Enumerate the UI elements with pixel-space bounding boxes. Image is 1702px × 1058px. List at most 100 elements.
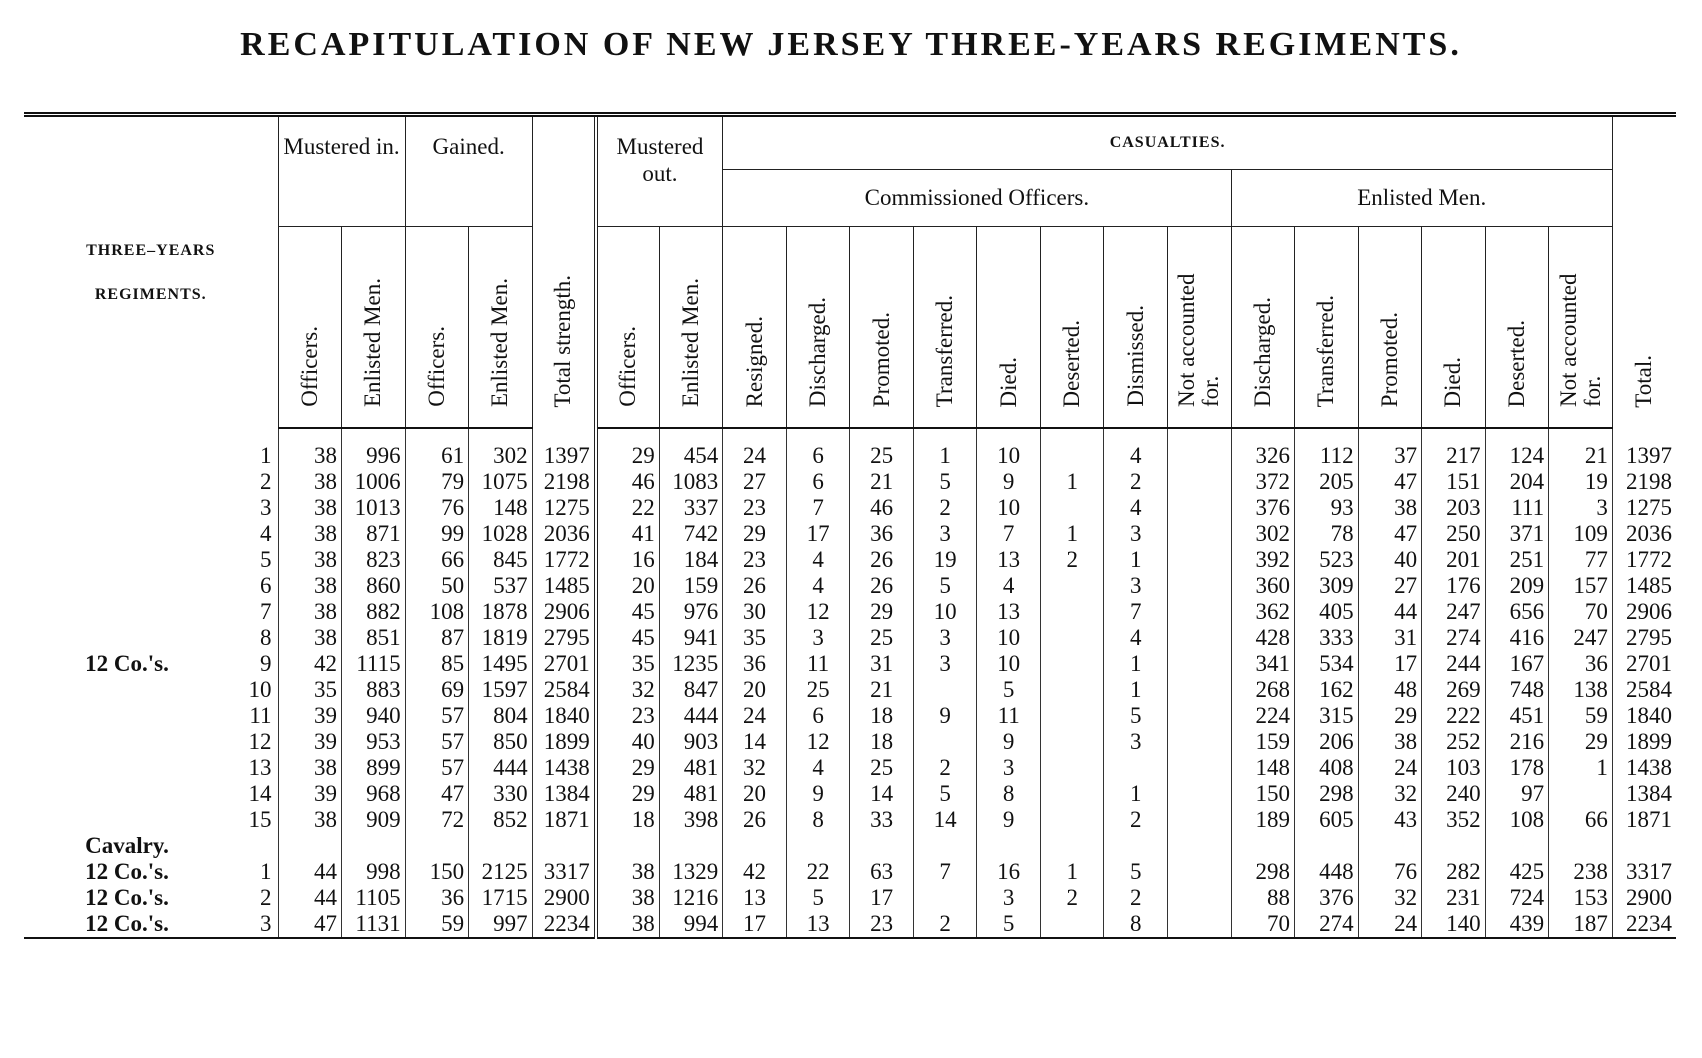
empty-cell	[785, 833, 850, 859]
value-cell: 2795	[531, 625, 596, 651]
value-cell: 269	[1421, 677, 1486, 703]
row-label	[24, 807, 230, 833]
value-cell: 72	[404, 807, 469, 833]
value-cell: 3	[1103, 573, 1168, 599]
value-cell: 1115	[341, 651, 406, 677]
value-cell: 29	[1357, 703, 1422, 729]
value-cell: 10	[976, 651, 1041, 677]
empty-cell	[1166, 428, 1232, 469]
data-row: 12 Co.'s. 9 42 1115 85 1495 2701 35 1235 36 11 31 3 1…	[24, 651, 1676, 677]
value-cell: 1105	[341, 885, 406, 911]
value-cell: 33	[849, 807, 914, 833]
value-cell: 1006	[341, 469, 406, 495]
value-cell: 43	[1357, 807, 1422, 833]
empty-cell	[1039, 729, 1104, 755]
column-header: Officers.	[593, 226, 660, 429]
value-cell: 17	[722, 911, 787, 938]
value-cell: 32	[593, 677, 660, 703]
value-cell: 24	[1357, 911, 1422, 938]
value-cell: 45	[593, 599, 660, 625]
value-cell: 444	[468, 755, 533, 781]
empty-cell	[1166, 729, 1232, 755]
row-label: 12 Co.'s.	[85, 859, 169, 884]
value-cell: 18	[849, 703, 914, 729]
value-cell: 32	[1357, 885, 1422, 911]
value-cell: 17	[1357, 651, 1422, 677]
value-cell: 21	[849, 677, 914, 703]
column-header: Officers.	[277, 226, 342, 429]
value-cell: 17	[785, 521, 850, 547]
column-header: Discharged.	[785, 226, 850, 429]
row-label	[24, 599, 230, 625]
empty-cell	[912, 885, 977, 911]
value-cell: 3	[912, 521, 977, 547]
data-row: 12 Co.'s. 1 44 998 150 2125 3317 38 1329 42 22 63 7 1…	[24, 859, 1676, 885]
value-cell: 153	[1548, 885, 1613, 911]
value-cell: 1597	[468, 677, 533, 703]
value-cell: 5	[976, 677, 1041, 703]
value-cell: 9	[976, 729, 1041, 755]
value-cell: 187	[1548, 911, 1613, 938]
value-cell: 481	[658, 755, 723, 781]
column-header: Transferred.	[1294, 226, 1359, 429]
empty-cell	[1166, 469, 1232, 495]
value-cell: 940	[341, 703, 406, 729]
value-cell: 206	[1294, 729, 1359, 755]
row-label: 12 Co.'s.	[85, 651, 169, 676]
value-cell: 1	[912, 428, 977, 469]
row-number: 15	[248, 807, 272, 832]
value-cell: 5	[785, 885, 850, 911]
value-cell: 17	[849, 885, 914, 911]
empty-cell	[1294, 833, 1359, 859]
value-cell: 14	[722, 729, 787, 755]
value-cell: 341	[1230, 651, 1295, 677]
value-cell: 3	[912, 625, 977, 651]
value-cell: 4	[1103, 428, 1168, 469]
value-cell: 5	[976, 911, 1041, 938]
value-cell: 38	[277, 599, 342, 625]
value-cell: 5	[912, 781, 977, 807]
row-number: 6	[260, 573, 272, 598]
casualties-header: CASUALTIES.	[722, 114, 1613, 170]
value-cell: 88	[1230, 885, 1295, 911]
value-cell: 523	[1294, 547, 1359, 573]
value-cell: 850	[468, 729, 533, 755]
value-cell: 9	[785, 781, 850, 807]
value-cell: 176	[1421, 573, 1486, 599]
value-cell: 274	[1294, 911, 1359, 938]
column-header-text: Promoted.	[868, 311, 894, 407]
value-cell: 282	[1421, 859, 1486, 885]
column-header-text: Total strength.	[550, 275, 576, 408]
value-cell: 111	[1484, 495, 1549, 521]
column-header-text: Total.	[1631, 355, 1657, 408]
value-cell: 31	[1357, 625, 1422, 651]
empty-cell	[1166, 495, 1232, 521]
value-cell: 44	[1357, 599, 1422, 625]
value-cell: 159	[1230, 729, 1295, 755]
value-cell: 18	[849, 729, 914, 755]
value-cell: 46	[849, 495, 914, 521]
value-cell: 1772	[1611, 547, 1676, 573]
data-row: 5 38 823 66 845 1772 16 184 23 4 26 19 13 2 1 392 523 40 2…	[24, 547, 1676, 573]
value-cell: 22	[593, 495, 660, 521]
value-cell: 5	[912, 573, 977, 599]
table-body: 1 38 996 61 302 1397 29 454 24 6 25 1 10 4 326 112 37 217…	[24, 428, 1676, 938]
data-row: 14 39 968 47 330 1384 29 481 20 9 14 5 8 1 150 298 32 240…	[24, 781, 1676, 807]
value-cell: 59	[404, 911, 469, 938]
empty-cell	[1166, 625, 1232, 651]
column-header: Total strength.	[531, 114, 596, 428]
empty-cell	[1166, 911, 1232, 938]
value-cell: 19	[1548, 469, 1613, 495]
empty-cell	[658, 833, 723, 859]
column-header-text: Officers.	[423, 326, 449, 407]
row-label	[24, 521, 230, 547]
row-number: 1	[260, 442, 272, 468]
title: RECAPITULATION OF NEW JERSEY THREE-YEARS…	[240, 26, 1462, 63]
value-cell: 29	[849, 599, 914, 625]
value-cell: 2	[912, 755, 977, 781]
value-cell: 231	[1421, 885, 1486, 911]
data-row: 7 38 882 108 1878 2906 45 976 30 12 29 10 13 7 362 405 4…	[24, 599, 1676, 625]
value-cell: 376	[1294, 885, 1359, 911]
value-cell: 408	[1294, 755, 1359, 781]
value-cell: 748	[1484, 677, 1549, 703]
